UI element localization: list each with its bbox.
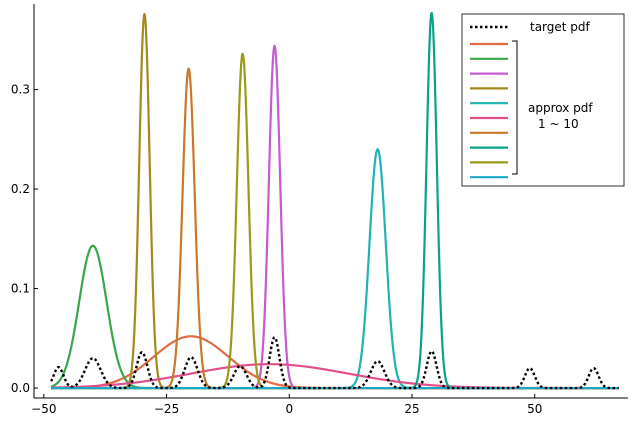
legend-box <box>461 13 625 187</box>
legend-target-label: target pdf <box>530 20 591 34</box>
series-group <box>50 11 620 390</box>
x-tick-label: −25 <box>154 402 179 416</box>
legend-bracket <box>512 40 518 175</box>
y-tick-label: 0.1 <box>11 282 30 296</box>
legend: target pdf approx pdf 1 ~ 10 <box>461 13 625 187</box>
axes: −50 −25 0 25 50 0.0 0.1 0.2 0.3 <box>11 4 628 416</box>
legend-lines <box>470 25 508 179</box>
y-tick-label: 0.3 <box>11 83 30 97</box>
y-tick-label: 0.2 <box>11 182 30 196</box>
approx-pdf-line-1 <box>50 335 620 390</box>
x-tick-label: 0 <box>285 402 293 416</box>
y-tick-label: 0.0 <box>11 381 30 395</box>
x-tick-label: 25 <box>404 402 419 416</box>
x-tick-label: 50 <box>527 402 542 416</box>
legend-approx-label-line1: approx pdf <box>528 101 593 115</box>
legend-approx-label-line2: 1 ~ 10 <box>538 117 579 131</box>
target-pdf-line <box>50 335 619 390</box>
x-tick-label: −50 <box>31 402 56 416</box>
